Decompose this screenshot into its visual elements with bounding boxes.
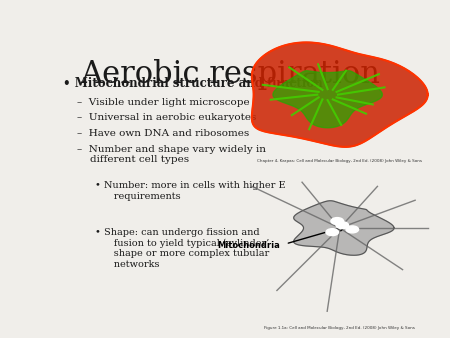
Circle shape xyxy=(336,222,349,229)
Text: • Mitochondrial structure and function: • Mitochondrial structure and function xyxy=(63,77,323,90)
Polygon shape xyxy=(294,201,394,255)
Text: –  Universal in aerobic eukaryotes: – Universal in aerobic eukaryotes xyxy=(77,114,256,122)
Text: • Number: more in cells with higher E
      requirements: • Number: more in cells with higher E re… xyxy=(94,181,285,200)
Text: –  Visible under light microscope: – Visible under light microscope xyxy=(77,98,250,107)
Text: • Shape: can undergo fission and
      fusion to yield typical ‘cylinder’
      : • Shape: can undergo fission and fusion … xyxy=(94,228,269,268)
Text: Aerobic respiration: Aerobic respiration xyxy=(81,59,381,90)
Polygon shape xyxy=(252,42,428,147)
Text: Mitochondria: Mitochondria xyxy=(217,241,280,250)
Text: –  Number and shape vary widely in
    different cell types: – Number and shape vary widely in differ… xyxy=(77,145,266,164)
Text: Figure 1.1a: Cell and Molecular Biology, 2nd Ed. (2008) John Wiley & Sons: Figure 1.1a: Cell and Molecular Biology,… xyxy=(264,326,415,330)
Text: Chapter 4, Karpas: Cell and Molecular Biology, 2nd Ed. (2008) John Wiley & Sons: Chapter 4, Karpas: Cell and Molecular Bi… xyxy=(257,159,422,163)
Circle shape xyxy=(326,229,338,236)
Text: –  Have own DNA and ribosomes: – Have own DNA and ribosomes xyxy=(77,129,249,138)
Circle shape xyxy=(346,226,359,233)
Circle shape xyxy=(331,218,343,224)
Polygon shape xyxy=(273,71,382,128)
